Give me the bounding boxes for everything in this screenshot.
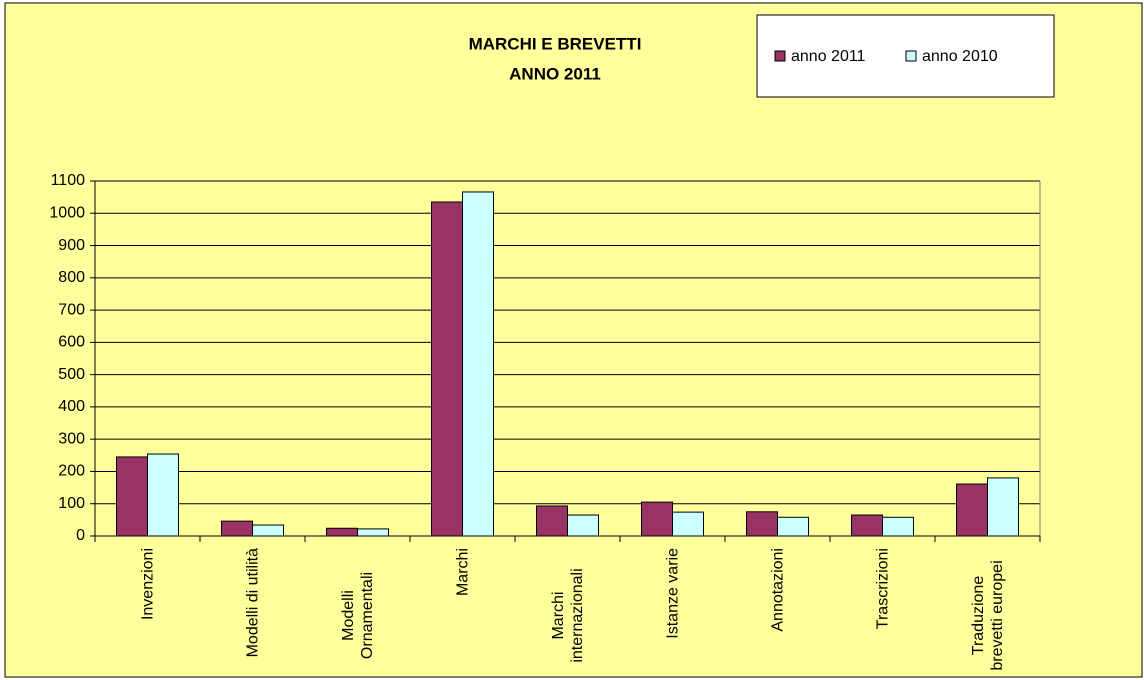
y-tick-label: 500 — [58, 366, 85, 383]
x-tick-label: Marchi — [454, 548, 471, 597]
bar — [851, 514, 883, 537]
x-tick-label: Trascrizioni — [874, 548, 891, 630]
legend-swatch — [774, 50, 786, 62]
bar — [956, 483, 988, 537]
y-tick-label: 400 — [58, 398, 85, 415]
x-tick-label: Marchi internazionali — [549, 568, 586, 663]
x-tick-label-box: Invenzioni — [138, 548, 157, 680]
x-tick-label: Modelli di utilità — [244, 548, 261, 658]
chart-title: MARCHI E BREVETTI — [469, 34, 642, 53]
bar — [882, 516, 914, 537]
bar — [326, 527, 358, 537]
bar — [462, 191, 494, 537]
y-tick-label: 1100 — [51, 172, 86, 189]
bar — [641, 501, 673, 537]
x-tick-label-box: Traduzione brevetti europei — [969, 548, 1007, 680]
x-tick-label-box: Modelli Ornamentali — [339, 548, 377, 680]
bar — [987, 477, 1019, 537]
chart-subtitle: ANNO 2011 — [509, 64, 601, 83]
y-tick-label: 1000 — [49, 204, 85, 221]
x-tick-label-box: Modelli di utilità — [243, 548, 262, 680]
y-tick-label: 600 — [58, 334, 85, 351]
y-tick-label: 200 — [58, 463, 85, 480]
bar — [536, 505, 568, 537]
y-tick-label: 300 — [58, 430, 85, 447]
y-tick-label: 700 — [58, 301, 85, 318]
x-tick-label: Annotazioni — [769, 548, 786, 632]
y-tick-label: 900 — [58, 237, 85, 254]
legend-label: anno 2010 — [922, 48, 998, 65]
x-tick-label: Traduzione brevetti europei — [969, 560, 1006, 671]
x-tick-label: Invenzioni — [139, 548, 156, 621]
x-tick-label-box: Marchi internazionali — [549, 548, 587, 680]
bar — [221, 520, 253, 537]
y-tick-label: 800 — [58, 269, 85, 286]
bar — [252, 524, 284, 537]
x-tick-label-box: Annotazioni — [768, 548, 787, 680]
chart-area — [4, 2, 1143, 678]
x-tick-label-box: Marchi — [453, 548, 472, 680]
x-tick-label: Istanze varie — [664, 548, 681, 639]
bar — [116, 456, 148, 537]
y-tick-label: 0 — [76, 527, 85, 544]
y-tick-label: 100 — [58, 495, 85, 512]
legend-label: anno 2011 — [791, 48, 866, 65]
bar — [567, 514, 599, 537]
x-tick-label-box: Trascrizioni — [873, 548, 892, 680]
x-tick-label-box: Istanze varie — [663, 548, 682, 680]
bar — [431, 201, 463, 537]
x-tick-label: Modelli Ornamentali — [339, 571, 376, 660]
bar — [746, 511, 778, 537]
bar — [357, 528, 389, 537]
bar — [777, 516, 809, 537]
legend-swatch — [905, 50, 917, 62]
bar — [147, 453, 179, 537]
bar — [672, 511, 704, 537]
